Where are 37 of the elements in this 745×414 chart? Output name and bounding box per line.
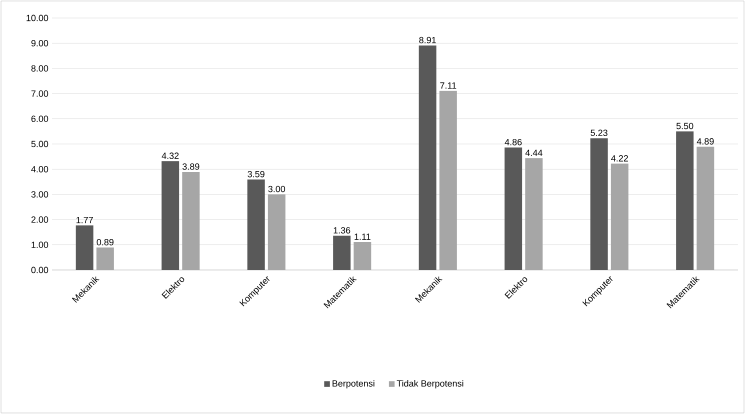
data-label: 3.00: [268, 186, 286, 192]
data-label: 1.77: [76, 216, 93, 224]
data-label: 4.32: [162, 152, 179, 159]
y-tick-label: 0.00: [31, 266, 48, 274]
data-label: 5.50: [676, 122, 694, 130]
data-label: 1.36: [334, 227, 350, 234]
data-label: 4.86: [504, 138, 522, 146]
bar: [676, 131, 694, 270]
y-tick-label: 1.00: [32, 242, 48, 248]
data-label: 0.89: [96, 238, 114, 246]
bar: [76, 225, 94, 270]
y-tick-label: 9.00: [31, 40, 48, 46]
data-label: 5.23: [590, 130, 608, 136]
bar: [504, 148, 522, 270]
y-tick-label: 8.00: [31, 65, 48, 72]
data-label: 8.91: [419, 36, 436, 44]
data-label: 4.22: [611, 155, 628, 162]
data-label: 3.89: [182, 163, 200, 170]
bar: [418, 45, 436, 270]
data-label: 4.44: [525, 150, 542, 156]
y-tick-label: 5.00: [31, 140, 48, 148]
legend-label: Berpotensi: [332, 380, 374, 388]
y-tick-label: 10.00: [26, 14, 48, 22]
bar: [333, 236, 351, 270]
bar: [162, 161, 180, 270]
data-label: 4.89: [696, 138, 714, 145]
y-tick-label: 6.00: [31, 116, 48, 122]
legend-label: Tidak Berpotensi: [396, 380, 464, 388]
data-label: 7.11: [440, 82, 456, 89]
bar: [247, 180, 265, 270]
bar: [590, 138, 608, 270]
data-label: 1.11: [354, 234, 370, 240]
data-label: 3.59: [248, 170, 264, 178]
y-tick-label: 2.00: [31, 216, 48, 223]
y-tick-label: 3.00: [31, 191, 48, 198]
y-tick-label: 4.00: [31, 166, 48, 172]
y-tick-label: 7.00: [31, 90, 48, 97]
